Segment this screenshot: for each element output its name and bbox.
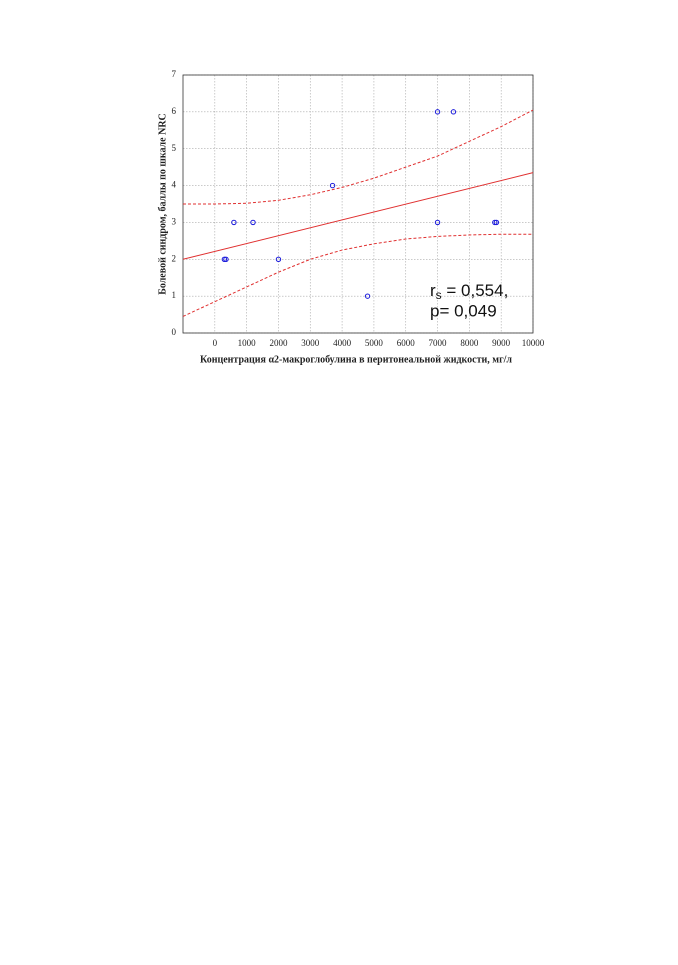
x-tick-label: 0 (213, 338, 218, 348)
x-tick-label: 9000 (492, 338, 511, 348)
annotation-r-value: = 0,554, (442, 281, 509, 300)
fit-line (182, 172, 534, 260)
x-tick-label: 2000 (269, 338, 288, 348)
fit-line (182, 233, 533, 317)
annotation-r: r (430, 281, 436, 300)
x-tick-label: 5000 (365, 338, 384, 348)
point (250, 219, 256, 226)
x-axis-label: Концентрация α2-макроглобулина в перитон… (200, 354, 512, 365)
point (329, 182, 336, 189)
y-tick-label: 5 (172, 143, 177, 153)
y-axis-label: Болевой синдром, баллы по шкале NRC (157, 113, 168, 295)
x-tick-label: 7000 (429, 338, 448, 348)
x-tick-label: 8000 (460, 338, 479, 348)
y-tick-label: 2 (172, 253, 177, 263)
point (450, 109, 457, 115)
point (434, 219, 441, 226)
x-tick-label: 6000 (397, 338, 416, 348)
point (434, 109, 441, 115)
x-tick-label: 4000 (333, 338, 352, 348)
y-tick-label: 0 (172, 327, 177, 337)
annotation-p: p= 0,049 (430, 301, 497, 320)
point (364, 293, 371, 299)
y-tick-label: 6 (172, 106, 177, 116)
fit-line (183, 109, 534, 205)
point (493, 219, 500, 226)
y-tick-label: 3 (172, 216, 177, 226)
point (221, 256, 228, 262)
y-tick-label: 1 (172, 290, 177, 300)
annotation-sub: s (436, 288, 442, 302)
x-tick-label: 1000 (238, 338, 257, 348)
x-tick-label: 3000 (301, 338, 320, 348)
point (223, 256, 229, 262)
y-tick-label: 4 (172, 180, 177, 190)
point (492, 219, 498, 226)
y-tick-label: 7 (172, 69, 177, 79)
annotation: rs = 0,554, (430, 281, 508, 302)
point (275, 256, 282, 262)
point (231, 219, 237, 226)
x-tick-label: 10000 (522, 338, 545, 348)
